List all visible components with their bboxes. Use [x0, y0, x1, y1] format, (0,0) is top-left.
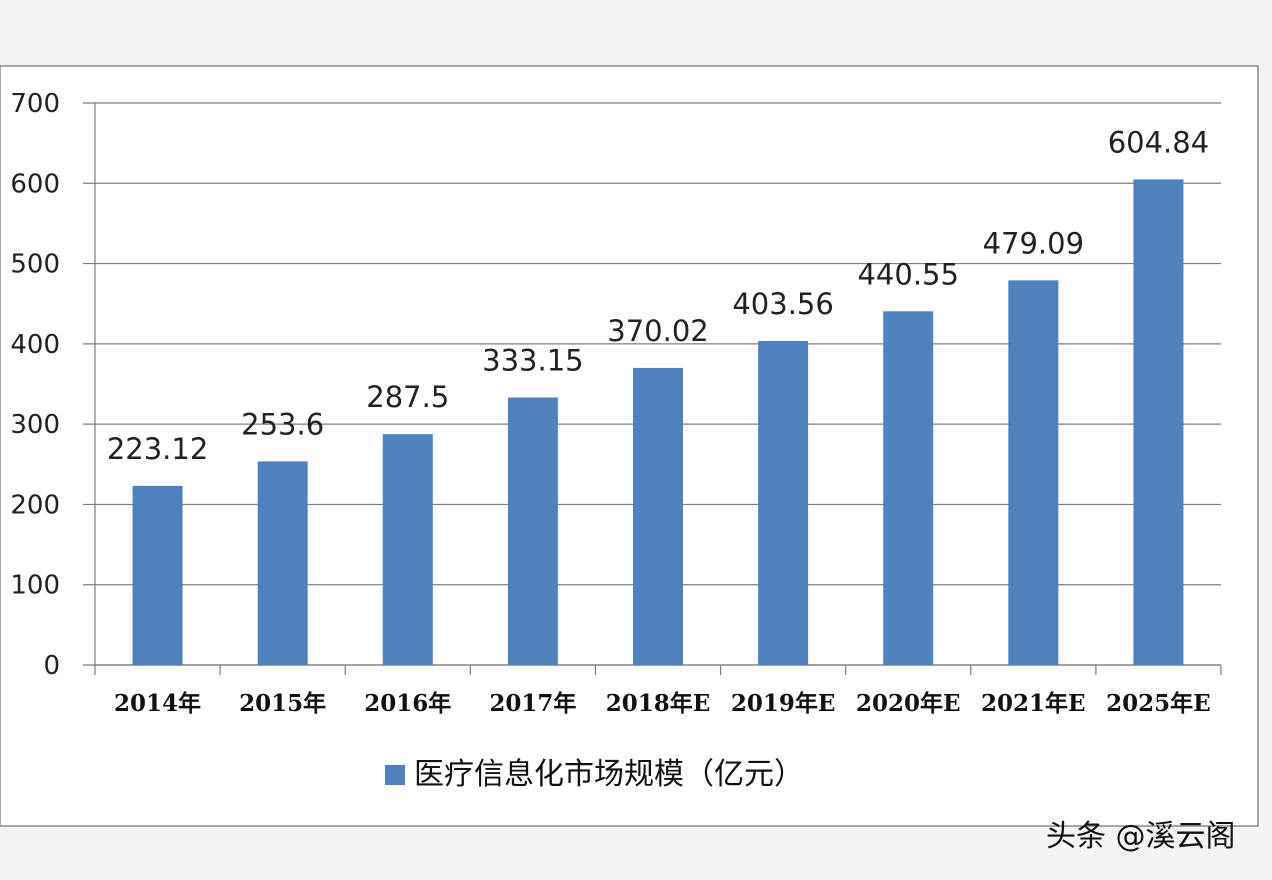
y-tick-label: 700: [10, 89, 60, 119]
y-tick-label: 0: [43, 651, 60, 681]
bar: [382, 434, 433, 665]
bars: [132, 179, 1184, 665]
y-tick-label: 600: [10, 169, 60, 199]
x-tick-label: 2015年: [239, 690, 326, 717]
bar: [132, 485, 183, 665]
data-label: 479.09: [983, 226, 1084, 260]
data-label: 223.12: [107, 432, 208, 466]
data-label: 604.84: [1108, 125, 1209, 159]
data-label: 403.56: [732, 287, 833, 321]
bar: [758, 340, 809, 665]
data-label: 287.5: [366, 380, 449, 414]
bar: [1133, 179, 1184, 665]
data-label: 440.55: [857, 257, 958, 291]
bar: [1008, 280, 1059, 665]
data-label: 253.6: [241, 407, 324, 441]
y-tick-label: 400: [10, 330, 60, 360]
data-labels: 223.12 253.6 287.5 333.15 370.02 403.56 440.55…: [107, 125, 1209, 465]
x-tick-label: 2025年E: [1106, 690, 1211, 717]
y-tick-label: 300: [10, 410, 60, 440]
y-tick-label: 500: [10, 250, 60, 280]
bar: [257, 461, 308, 665]
watermark-text: 头条 @溪云阁: [1046, 819, 1236, 854]
bar: [507, 397, 558, 665]
x-tick-label: 2018年E: [606, 690, 711, 717]
legend-label: 医疗信息化市场规模（亿元）: [414, 757, 804, 792]
data-label: 333.15: [482, 344, 583, 378]
x-tick-label: 2014年: [114, 690, 201, 717]
x-axis: 2014年 2015年 2016年 2017年 2018年E 2019年E 2020年E 20…: [94, 664, 1222, 717]
y-axis: 0 100 200 300 400 500 600 700: [10, 89, 96, 681]
x-tick-label: 2017年: [489, 690, 576, 717]
data-label: 370.02: [607, 314, 708, 348]
legend: 医疗信息化市场规模（亿元）: [385, 757, 804, 792]
y-tick-label: 100: [10, 571, 60, 601]
x-tick-label: 2020年E: [856, 690, 961, 717]
x-tick-label: 2019年E: [731, 690, 836, 717]
y-tick-label: 200: [10, 490, 60, 520]
bar: [883, 311, 934, 665]
x-tick-label: 2021年E: [981, 690, 1086, 717]
bar: [633, 367, 683, 665]
x-tick-label: 2016年: [364, 690, 451, 717]
legend-swatch: [385, 765, 405, 785]
